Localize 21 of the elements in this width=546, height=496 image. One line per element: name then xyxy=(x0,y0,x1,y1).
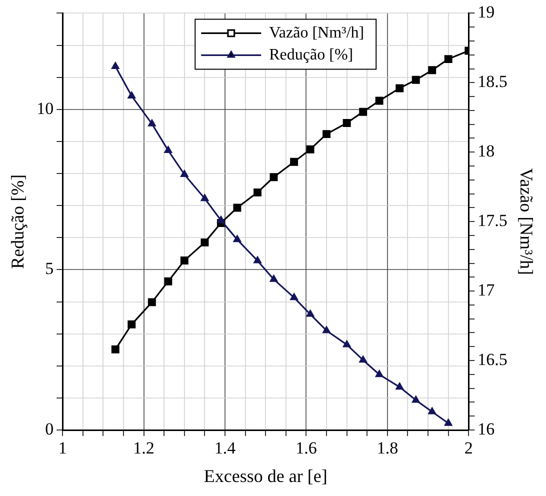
x-tick-label: 2 xyxy=(464,438,473,458)
y-tick-label: 0 xyxy=(45,419,54,438)
y2-tick-label: 17 xyxy=(478,280,496,300)
y2-tick-label: 17.5 xyxy=(478,211,508,230)
y2-tick-label: 18 xyxy=(478,142,495,161)
x-tick-label: 1.8 xyxy=(376,438,398,458)
x-tick-label: 1.2 xyxy=(133,438,154,458)
legend-label: Vazão [Nm³/h] xyxy=(269,24,364,42)
y-axis-title: Redução [%] xyxy=(8,174,28,269)
y2-tick-label: 16 xyxy=(478,419,495,438)
y2-tick-label: 18.5 xyxy=(478,72,508,92)
y2-tick-label: 19 xyxy=(478,2,495,22)
y-tick-label: 10 xyxy=(36,98,54,118)
legend-label: Redução [%] xyxy=(269,46,354,64)
x-tick-label: 1.4 xyxy=(214,438,236,458)
y2-tick-label: 16.5 xyxy=(478,350,508,369)
x-tick-label: 1 xyxy=(58,438,67,458)
y2-axis-title: Vazão [Nm³/h] xyxy=(516,168,536,276)
x-axis-title: Excesso de ar [e] xyxy=(204,466,328,486)
y-tick-label: 5 xyxy=(45,259,54,278)
x-tick-label: 1.6 xyxy=(296,438,317,458)
